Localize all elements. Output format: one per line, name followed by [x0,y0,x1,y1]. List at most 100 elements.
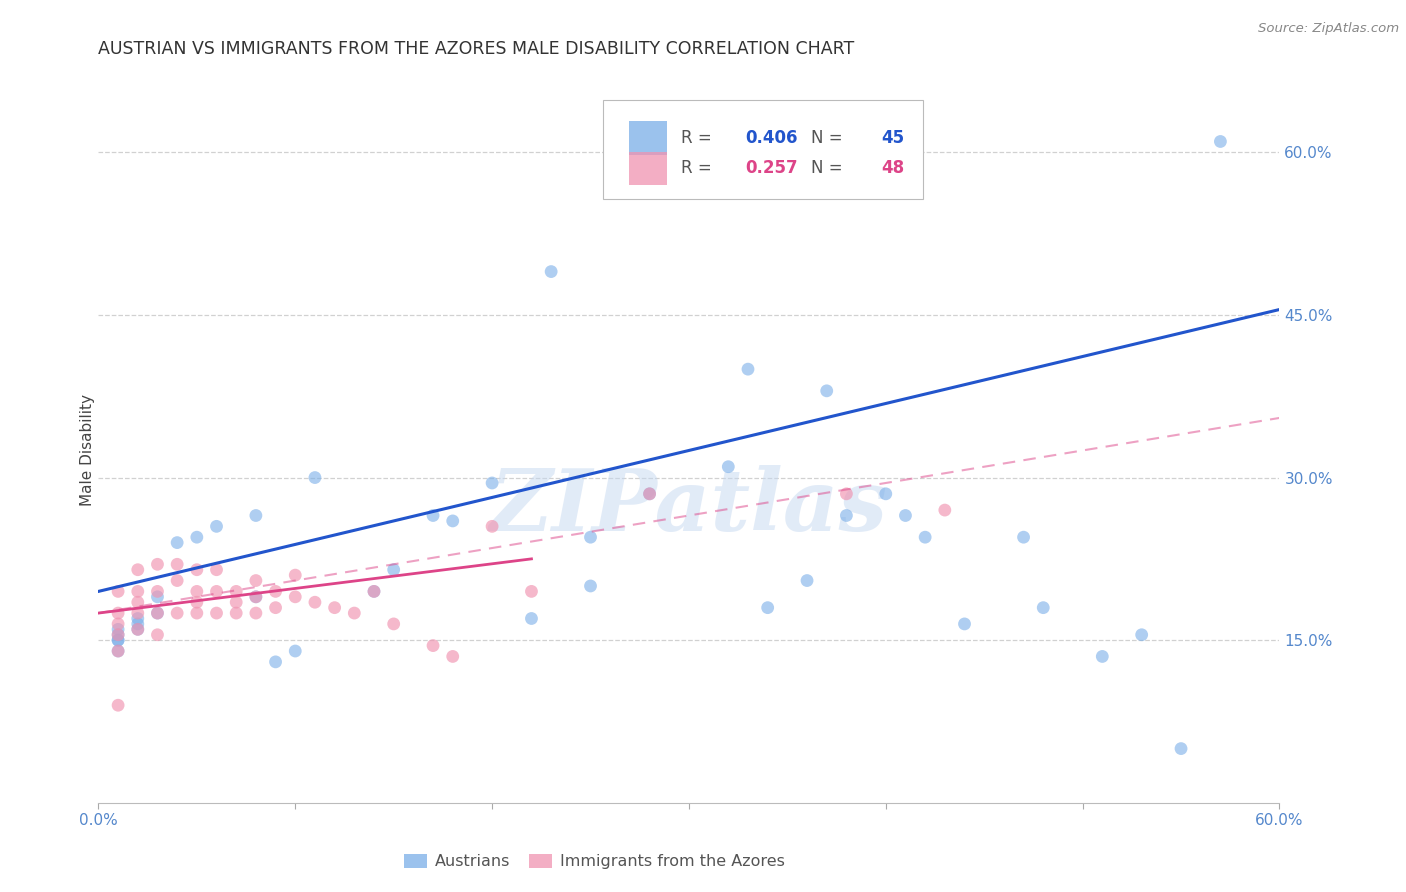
Point [205,584,228,599]
Point [304,595,326,609]
Point [127,611,149,625]
Point [146,584,169,599]
Point [579,530,602,544]
Point [1170,741,1192,756]
Point [717,459,740,474]
Point [343,606,366,620]
Point [835,487,858,501]
Point [638,487,661,501]
Point [422,639,444,653]
FancyBboxPatch shape [628,121,666,155]
Point [127,563,149,577]
Point [107,584,129,599]
Point [205,606,228,620]
Point [107,633,129,648]
Point [363,584,385,599]
Point [264,584,287,599]
Text: N =: N = [811,160,848,178]
Point [245,574,267,588]
Point [205,563,228,577]
Point [815,384,838,398]
Text: Source: ZipAtlas.com: Source: ZipAtlas.com [1258,22,1399,36]
Point [894,508,917,523]
Point [1130,628,1153,642]
Text: 0.406: 0.406 [745,128,799,147]
Point [107,616,129,631]
Point [127,606,149,620]
FancyBboxPatch shape [603,100,922,199]
Point [186,563,208,577]
Point [441,514,464,528]
Point [146,590,169,604]
Point [520,584,543,599]
Point [284,590,307,604]
Point [245,590,267,604]
Point [186,595,208,609]
Point [796,574,818,588]
Point [875,487,897,501]
Point [934,503,956,517]
Point [304,470,326,484]
Point [245,590,267,604]
Point [107,633,129,648]
Point [127,623,149,637]
Text: R =: R = [681,160,717,178]
Point [107,644,129,658]
Point [323,600,346,615]
Point [127,616,149,631]
Text: ZIPatlas: ZIPatlas [489,465,889,549]
Text: AUSTRIAN VS IMMIGRANTS FROM THE AZORES MALE DISABILITY CORRELATION CHART: AUSTRIAN VS IMMIGRANTS FROM THE AZORES M… [98,40,855,58]
Point [1209,135,1232,149]
Point [166,606,188,620]
Point [245,606,267,620]
Point [225,606,247,620]
Point [107,606,129,620]
Point [953,616,976,631]
Point [264,655,287,669]
Point [107,623,129,637]
Point [127,595,149,609]
Point [1091,649,1114,664]
FancyBboxPatch shape [628,152,666,186]
Point [363,584,385,599]
Point [284,644,307,658]
Y-axis label: Male Disability: Male Disability [80,394,94,507]
Point [107,628,129,642]
Point [225,584,247,599]
Point [422,508,444,523]
Point [579,579,602,593]
Point [107,698,129,713]
Point [264,600,287,615]
Point [166,574,188,588]
Point [146,606,169,620]
Point [382,563,405,577]
Text: 48: 48 [882,160,904,178]
Point [619,123,641,137]
Text: 45: 45 [882,128,904,147]
Point [756,600,779,615]
Text: R =: R = [681,128,717,147]
Point [638,487,661,501]
Point [127,623,149,637]
Point [245,508,267,523]
Point [835,508,858,523]
Text: 0.257: 0.257 [745,160,799,178]
Point [737,362,759,376]
Point [166,558,188,572]
Point [914,530,936,544]
Point [186,584,208,599]
Point [1012,530,1035,544]
Point [146,558,169,572]
Legend: Austrians, Immigrants from the Azores: Austrians, Immigrants from the Azores [398,848,792,876]
Point [146,606,169,620]
Point [127,584,149,599]
Point [107,644,129,658]
Point [441,649,464,664]
Point [540,264,562,278]
Point [225,595,247,609]
Point [520,611,543,625]
Point [107,628,129,642]
Point [205,519,228,533]
Point [166,535,188,549]
Text: N =: N = [811,128,848,147]
